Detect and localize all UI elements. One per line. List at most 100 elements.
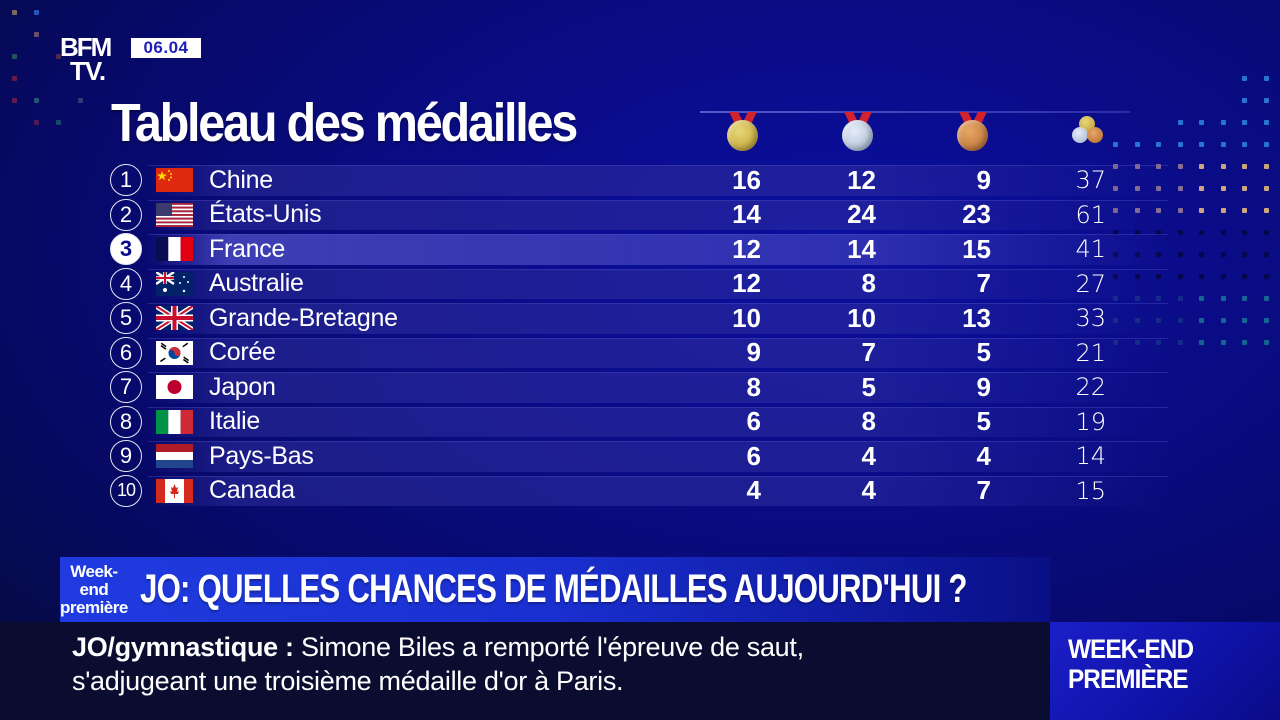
flag-japan-icon xyxy=(156,375,193,400)
silver-count: 8 xyxy=(861,268,876,299)
total-count: 41 xyxy=(1075,235,1106,264)
lower-third-banner: Week-end première JO: QUELLES CHANCES DE… xyxy=(60,557,1050,622)
flag-korea-icon xyxy=(156,340,193,365)
silver-count: 12 xyxy=(847,164,876,195)
country-name: France xyxy=(209,234,286,263)
total-count: 27 xyxy=(1075,269,1106,298)
page-title: Tableau des médailles xyxy=(111,93,578,153)
flag-canada-icon xyxy=(156,478,193,503)
bronze-count: 5 xyxy=(976,406,991,437)
country-name: Australie xyxy=(209,269,304,298)
show-logo-line1: Week-end xyxy=(70,561,118,599)
bronze-count: 23 xyxy=(962,199,991,230)
rank-badge: 8 xyxy=(110,405,142,438)
rank-badge: 5 xyxy=(110,302,142,335)
total-count: 37 xyxy=(1075,166,1106,195)
bronze-count: 9 xyxy=(976,164,991,195)
rank-badge: 6 xyxy=(110,336,142,369)
ticker-line1: Simone Biles a remporté l'épreuve de sau… xyxy=(293,632,804,662)
corner-line1: WEEK-END xyxy=(1068,634,1194,664)
total-count: 21 xyxy=(1075,338,1106,367)
rank-badge: 2 xyxy=(110,198,142,231)
gold-count: 6 xyxy=(746,440,761,471)
ticker-text: JO/gymnastique : Simone Biles a remporté… xyxy=(72,630,804,698)
bronze-count: 5 xyxy=(976,337,991,368)
total-count: 14 xyxy=(1075,442,1106,471)
show-logo: Week-end première xyxy=(60,561,128,617)
total-count: 19 xyxy=(1075,407,1106,436)
bronze-count: 4 xyxy=(976,440,991,471)
logo-tv-text: TV. xyxy=(70,56,106,86)
table-row: 6 Corée 9 7 5 21 xyxy=(108,336,1168,371)
country-name: Chine xyxy=(209,165,273,194)
bronze-count: 9 xyxy=(976,371,991,402)
flag-china-icon xyxy=(156,168,193,193)
flag-france-icon xyxy=(156,237,193,262)
ticker-tag: JO/gymnastique : xyxy=(72,632,294,662)
total-count: 33 xyxy=(1075,304,1106,333)
country-name: Grande-Bretagne xyxy=(209,303,398,332)
rank-badge: 1 xyxy=(110,164,142,197)
silver-medal-icon xyxy=(839,112,879,152)
table-row: 5 Grande-Bretagne 10 10 13 33 xyxy=(108,301,1168,336)
country-name: Italie xyxy=(209,407,261,436)
flag-australia-icon xyxy=(156,271,193,296)
total-medals-icon xyxy=(1071,115,1107,151)
table-row: 3 France 12 14 15 41 xyxy=(108,232,1168,267)
silver-count: 8 xyxy=(861,406,876,437)
corner-line2: PREMIÈRE xyxy=(1068,664,1189,694)
table-row: 7 Japon 8 5 9 22 xyxy=(108,370,1168,405)
rank-badge: 7 xyxy=(110,371,142,404)
gold-count: 12 xyxy=(732,233,761,264)
flag-netherlands-icon xyxy=(156,444,193,469)
bronze-count: 7 xyxy=(976,475,991,506)
gold-count: 10 xyxy=(732,302,761,333)
show-logo-line2: première xyxy=(60,597,128,617)
flag-usa-icon xyxy=(156,202,193,227)
bronze-count: 7 xyxy=(976,268,991,299)
silver-count: 10 xyxy=(847,302,876,333)
total-count: 22 xyxy=(1075,373,1106,402)
medal-table: 1 Chine 16 12 9 37 2 États-Unis 14 24 23 61 3 France 1… xyxy=(108,163,1168,508)
logo-bfm-text: BFM xyxy=(60,32,112,62)
clock: 06.04 xyxy=(131,38,201,58)
gold-count: 9 xyxy=(746,337,761,368)
country-name: Japon xyxy=(209,372,276,401)
table-row: 2 États-Unis 14 24 23 61 xyxy=(108,198,1168,233)
gold-count: 16 xyxy=(732,164,761,195)
country-name: Pays-Bas xyxy=(209,441,314,470)
table-row: 8 Italie 6 8 5 19 xyxy=(108,405,1168,440)
flag-great-britain-icon xyxy=(156,306,193,331)
bfmtv-logo: BFM TV. xyxy=(60,32,124,86)
program-corner-logo: WEEK-END PREMIÈRE xyxy=(1050,622,1280,720)
silver-count: 4 xyxy=(861,475,876,506)
silver-count: 14 xyxy=(847,233,876,264)
header-divider xyxy=(700,111,1130,113)
silver-count: 24 xyxy=(847,199,876,230)
silver-count: 7 xyxy=(861,337,876,368)
country-name: États-Unis xyxy=(209,200,322,229)
silver-count: 4 xyxy=(861,440,876,471)
news-ticker: JO/gymnastique : Simone Biles a remporté… xyxy=(0,622,1050,720)
rank-badge: 4 xyxy=(110,267,142,300)
bronze-medal-icon xyxy=(954,112,994,152)
gold-count: 8 xyxy=(746,371,761,402)
table-row: 10 Canada 4 4 7 15 xyxy=(108,474,1168,509)
rank-badge: 10 xyxy=(110,474,142,507)
silver-count: 5 xyxy=(861,371,876,402)
headline: JO: QUELLES CHANCES DE MÉDAILLES AUJOURD… xyxy=(139,567,967,611)
rank-badge: 3 xyxy=(110,233,142,266)
gold-count: 6 xyxy=(746,406,761,437)
total-count: 15 xyxy=(1075,476,1106,505)
table-row: 4 Australie 12 8 7 27 xyxy=(108,267,1168,302)
table-row: 1 Chine 16 12 9 37 xyxy=(108,163,1168,198)
gold-count: 4 xyxy=(746,475,761,506)
rank-badge: 9 xyxy=(110,440,142,473)
ticker-line2: s'adjugeant une troisième médaille d'or … xyxy=(72,666,624,696)
flag-italy-icon xyxy=(156,409,193,434)
country-name: Canada xyxy=(209,476,295,505)
gold-medal-icon xyxy=(724,112,764,152)
table-row: 9 Pays-Bas 6 4 4 14 xyxy=(108,439,1168,474)
gold-count: 12 xyxy=(732,268,761,299)
total-count: 61 xyxy=(1075,200,1106,229)
